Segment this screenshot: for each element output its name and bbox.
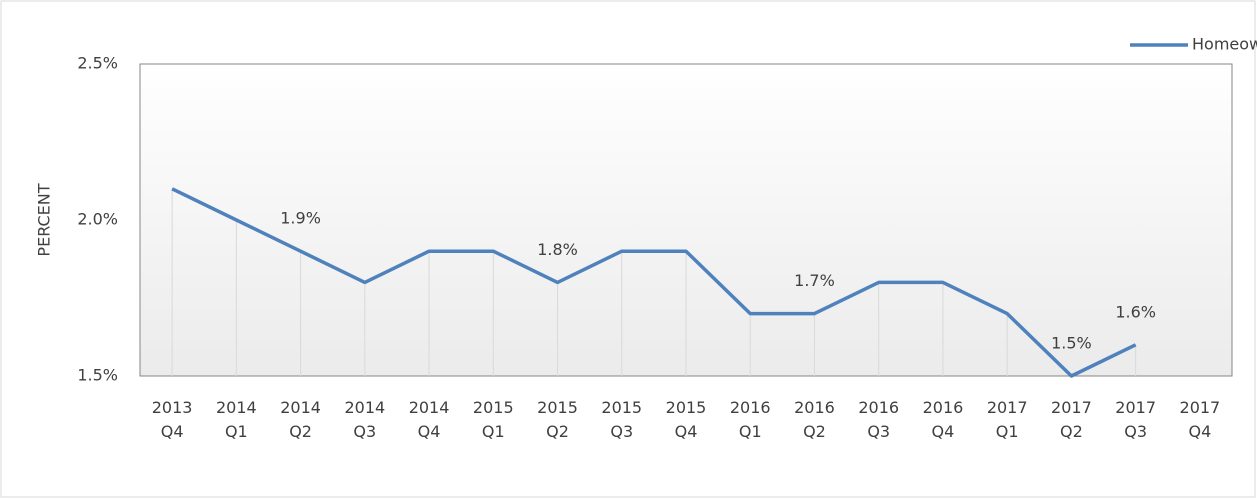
y-tick-label: 2.0% — [77, 210, 118, 229]
data-label: 1.6% — [1115, 302, 1156, 321]
x-tick-label: 2017 Q3 — [1115, 398, 1156, 441]
x-tick-label: 2014 Q1 — [215, 398, 257, 441]
x-tick-label: 2016 Q3 — [858, 398, 900, 441]
x-tick-label: 2015 Q1 — [472, 398, 514, 441]
x-tick-label: 2016 Q2 — [794, 398, 835, 441]
data-label: 1.7% — [794, 271, 835, 290]
x-tick-label: 2013 Q4 — [151, 398, 193, 441]
data-label: 1.8% — [537, 240, 578, 259]
x-tick-label: 2017 Q2 — [1051, 398, 1092, 441]
y-axis-label: PERCENT — [35, 183, 54, 256]
x-tick-label: 2014 Q2 — [280, 398, 321, 441]
x-tick-label: 2017 Q4 — [1179, 398, 1221, 441]
x-tick-label: 2015 Q2 — [537, 398, 578, 441]
x-tick-label: 2016 Q1 — [729, 398, 771, 441]
y-tick-label: 2.5% — [77, 54, 118, 73]
data-label: 1.5% — [1051, 334, 1092, 353]
legend-label: Homeownership Vacancy Rate — [1192, 35, 1257, 54]
x-tick-label: 2017 Q1 — [986, 398, 1028, 441]
data-label: 1.9% — [280, 209, 321, 228]
x-tick-label: 2015 Q3 — [601, 398, 643, 441]
x-tick-label: 2016 Q4 — [922, 398, 964, 441]
series-line — [171, 187, 1137, 378]
x-tick-label: 2014 Q3 — [344, 398, 386, 441]
y-tick-label: 1.5% — [77, 366, 118, 385]
x-tick-label: 2014 Q4 — [408, 398, 450, 441]
x-tick-label: 2015 Q4 — [665, 398, 707, 441]
